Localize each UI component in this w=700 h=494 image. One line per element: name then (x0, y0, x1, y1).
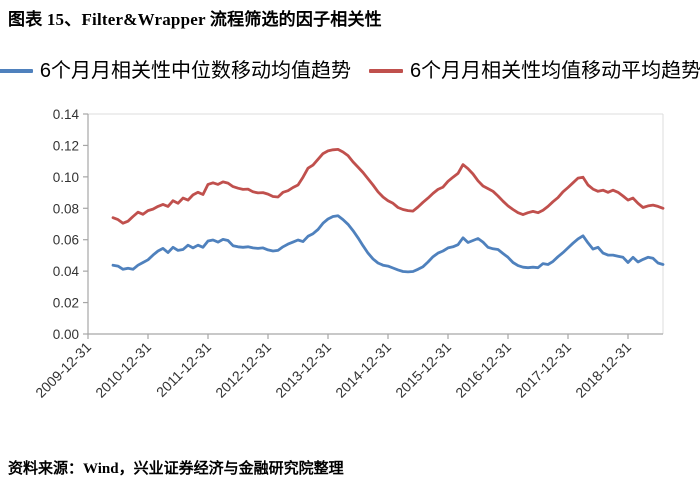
y-tick-label: 0.14 (53, 107, 80, 122)
legend-line-swatch-red (369, 69, 403, 73)
legend-line-swatch-blue (0, 69, 33, 73)
x-tick-label: 2011-12-31 (153, 339, 214, 400)
x-tick-label: 2015-12-31 (392, 339, 454, 401)
x-tick-label: 2014-12-31 (332, 339, 394, 401)
y-tick-label: 0.12 (53, 138, 79, 153)
y-tick-label: 0.02 (53, 296, 79, 311)
y-tick-label: 0.10 (53, 170, 79, 185)
series-line-median (111, 214, 665, 274)
legend-label-mean: 6个月月相关性均值移动平均趋势 (410, 60, 700, 82)
x-tick-label: 2012-12-31 (212, 339, 274, 401)
figure-title: 图表 15、Filter&Wrapper 流程筛选的因子相关性 (8, 10, 382, 29)
line-chart-svg: 0.00 0.02 0.04 0.06 0.08 0.10 0.12 0.14 2009-12-… (32, 107, 665, 401)
legend-item-median: 6个月月相关性中位数移动均值趋势 (0, 59, 351, 83)
y-tick-label: 0.00 (53, 327, 79, 342)
x-tick-label: 2016-12-31 (452, 339, 514, 401)
x-tick-label: 2010-12-31 (92, 339, 154, 401)
legend-label-median: 6个月月相关性中位数移动均值趋势 (39, 60, 351, 82)
y-tick-label: 0.06 (53, 233, 79, 248)
x-tick-label: 2009-12-31 (32, 339, 94, 401)
y-tick-label: 0.04 (53, 264, 80, 279)
y-tick-label: 0.08 (53, 201, 79, 216)
x-tick-label: 2017-12-31 (512, 339, 574, 401)
x-tick-label: 2018-12-31 (572, 339, 634, 401)
legend-item-mean: 6个月月相关性均值移动平均趋势 (369, 59, 700, 83)
chart-legend: 6个月月相关性中位数移动均值趋势 6个月月相关性均值移动平均趋势 (0, 59, 700, 83)
series-line-mean (111, 148, 665, 225)
x-tick-label: 2013-12-31 (272, 339, 334, 401)
source-note: 资料来源：Wind，兴业证券经济与金融研究院整理 (8, 461, 344, 477)
chart-area: 0.00 0.02 0.04 0.06 0.08 0.10 0.12 0.14 2009-12-… (0, 90, 700, 455)
